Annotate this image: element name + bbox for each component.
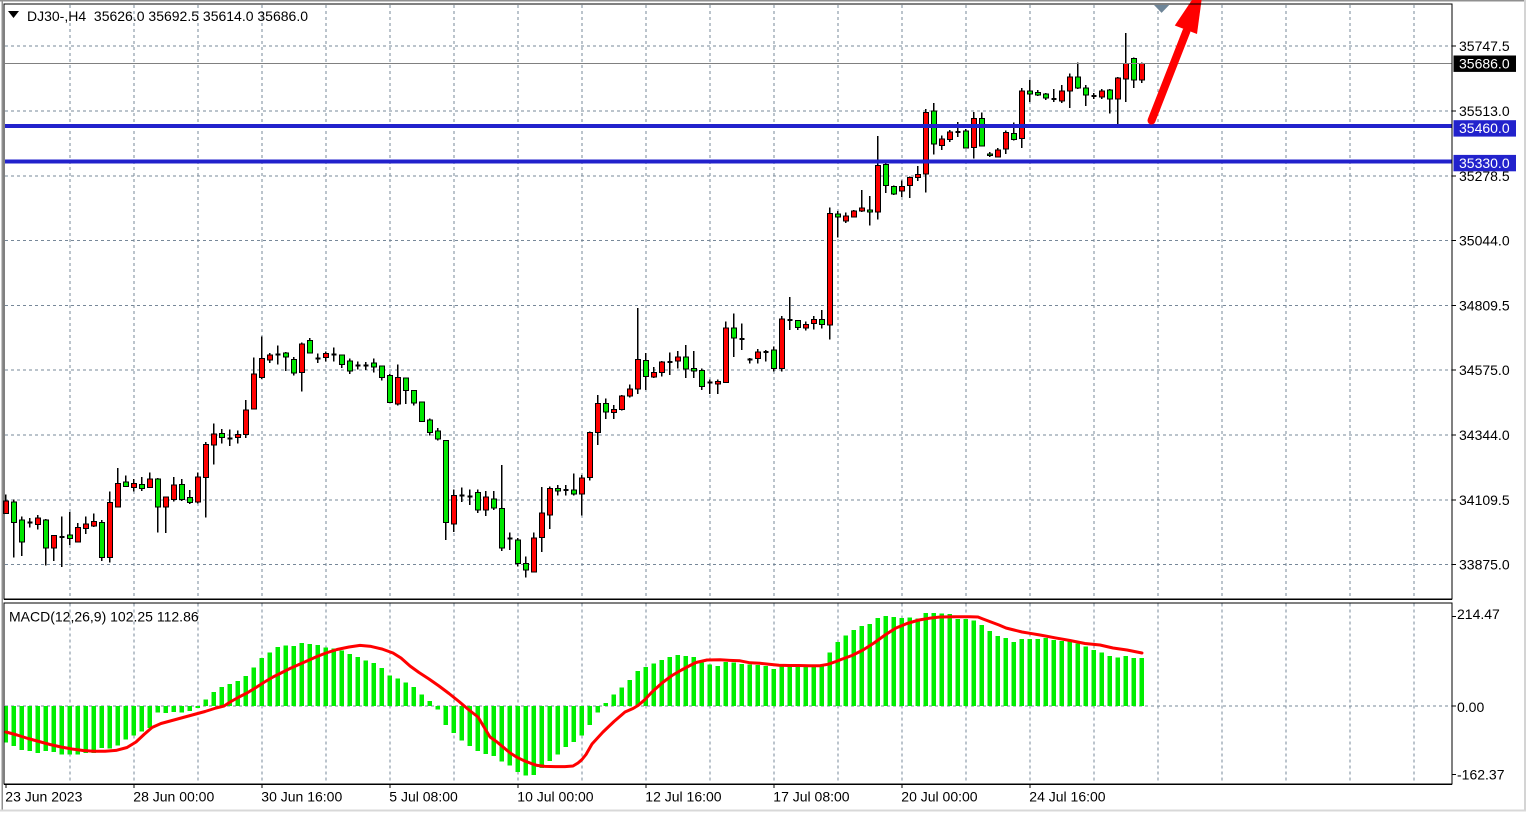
svg-text:214.47: 214.47 <box>1457 606 1500 622</box>
svg-text:35460.0: 35460.0 <box>1459 120 1510 136</box>
svg-text:34344.0: 34344.0 <box>1459 427 1510 443</box>
svg-text:-162.37: -162.37 <box>1457 767 1505 783</box>
svg-text:34809.5: 34809.5 <box>1459 297 1510 313</box>
svg-text:10 Jul 00:00: 10 Jul 00:00 <box>517 789 593 805</box>
svg-text:35513.0: 35513.0 <box>1459 103 1510 119</box>
svg-text:5 Jul 08:00: 5 Jul 08:00 <box>389 789 458 805</box>
svg-text:35747.5: 35747.5 <box>1459 38 1510 54</box>
svg-text:35330.0: 35330.0 <box>1459 155 1510 171</box>
svg-text:17 Jul 08:00: 17 Jul 08:00 <box>773 789 849 805</box>
svg-text:12 Jul 16:00: 12 Jul 16:00 <box>645 789 721 805</box>
svg-text:35686.0: 35686.0 <box>1459 56 1510 72</box>
svg-text:MACD(12,26,9) 102.25 112.86: MACD(12,26,9) 102.25 112.86 <box>9 609 199 625</box>
svg-text:28 Jun 00:00: 28 Jun 00:00 <box>133 789 214 805</box>
svg-text:20 Jul 00:00: 20 Jul 00:00 <box>901 789 977 805</box>
svg-text:30 Jun 16:00: 30 Jun 16:00 <box>261 789 342 805</box>
svg-text:0.00: 0.00 <box>1457 699 1484 715</box>
svg-text:34575.0: 34575.0 <box>1459 362 1510 378</box>
svg-text:33875.0: 33875.0 <box>1459 557 1510 573</box>
svg-text:34109.5: 34109.5 <box>1459 492 1510 508</box>
svg-text:35044.0: 35044.0 <box>1459 233 1510 249</box>
svg-text:23 Jun 2023: 23 Jun 2023 <box>5 789 82 805</box>
svg-text:DJ30-,H4 35626.0 35692.5 3561: DJ30-,H4 35626.0 35692.5 35614.0 35686.0 <box>27 8 308 24</box>
svg-text:35278.5: 35278.5 <box>1459 168 1510 184</box>
svg-text:24 Jul 16:00: 24 Jul 16:00 <box>1029 789 1105 805</box>
